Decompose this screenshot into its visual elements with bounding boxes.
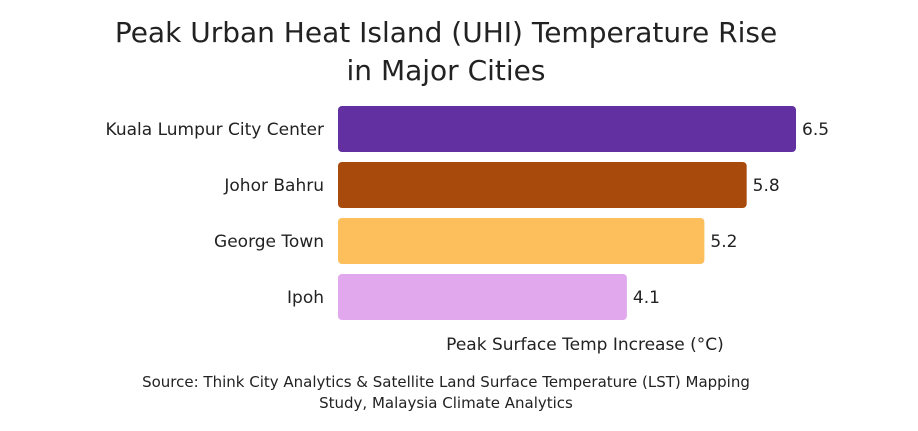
- category-label: George Town: [214, 232, 324, 252]
- bar: [338, 162, 747, 208]
- chart-title-line-1: Peak Urban Heat Island (UHI) Temperature…: [114, 16, 778, 49]
- value-label: 5.8: [753, 176, 780, 196]
- chart-title-line-2: in Major Cities: [346, 54, 546, 87]
- category-label: Ipoh: [287, 288, 324, 308]
- value-label: 4.1: [633, 288, 660, 308]
- category-label: Kuala Lumpur City Center: [106, 120, 324, 140]
- bar: [338, 218, 705, 264]
- source-line-2: Study, Malaysia Climate Analytics: [319, 394, 573, 412]
- source-line-1: Source: Think City Analytics & Satellite…: [142, 373, 750, 391]
- source-note: Source: Think City Analytics & Satellite…: [80, 372, 812, 414]
- value-label: 6.5: [802, 120, 829, 140]
- bars-group: Kuala Lumpur City Center 6.5 Johor Bahru 5.…: [106, 106, 829, 320]
- bar: [338, 274, 627, 320]
- category-label: Johor Bahru: [223, 176, 324, 196]
- value-label: 5.2: [710, 232, 737, 252]
- bar: [338, 106, 796, 152]
- x-axis-label: Peak Surface Temp Increase (°C): [446, 335, 724, 355]
- chart-title: Peak Urban Heat Island (UHI) Temperature…: [0, 14, 892, 90]
